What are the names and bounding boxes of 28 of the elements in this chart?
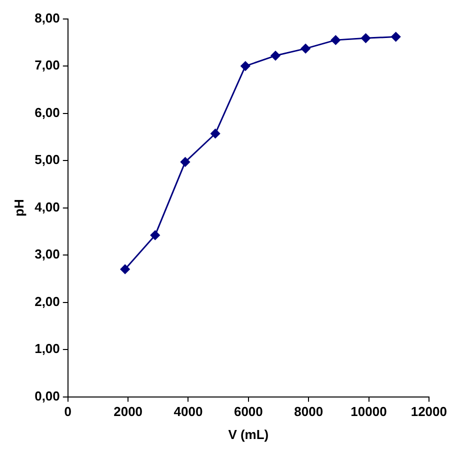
point xyxy=(300,44,310,54)
x-tick-label: 0 xyxy=(64,404,72,420)
y-axis-title: pH xyxy=(11,199,26,216)
x-axis-title: V (mL) xyxy=(228,426,269,442)
y-tick-label: 4,00 xyxy=(34,199,60,214)
x-tick-label: 8000 xyxy=(294,404,324,420)
point xyxy=(360,33,370,43)
y-tick-label: 6,00 xyxy=(34,104,60,120)
x-tick-label: 10000 xyxy=(350,404,387,420)
x-tick-label: 6000 xyxy=(234,404,263,420)
point xyxy=(120,264,130,274)
point xyxy=(270,50,280,60)
y-tick-label: 5,00 xyxy=(34,152,60,168)
y-tick-label: 1,00 xyxy=(34,341,60,356)
point xyxy=(210,128,220,138)
x-tick-label: 4000 xyxy=(174,404,203,420)
y-tick-label: 8,00 xyxy=(34,10,60,26)
y-tick-label: 0,00 xyxy=(34,388,60,404)
y-tick-label: 7,00 xyxy=(34,58,60,73)
point xyxy=(330,35,340,45)
x-tick-label: 2000 xyxy=(114,404,143,420)
x-tick-label: 12000 xyxy=(410,404,448,420)
point xyxy=(150,230,160,240)
y-tick-label: 2,00 xyxy=(34,294,60,309)
y-tick-label: 3,00 xyxy=(34,246,60,262)
point xyxy=(391,32,401,42)
point xyxy=(180,157,190,167)
point xyxy=(240,61,250,71)
